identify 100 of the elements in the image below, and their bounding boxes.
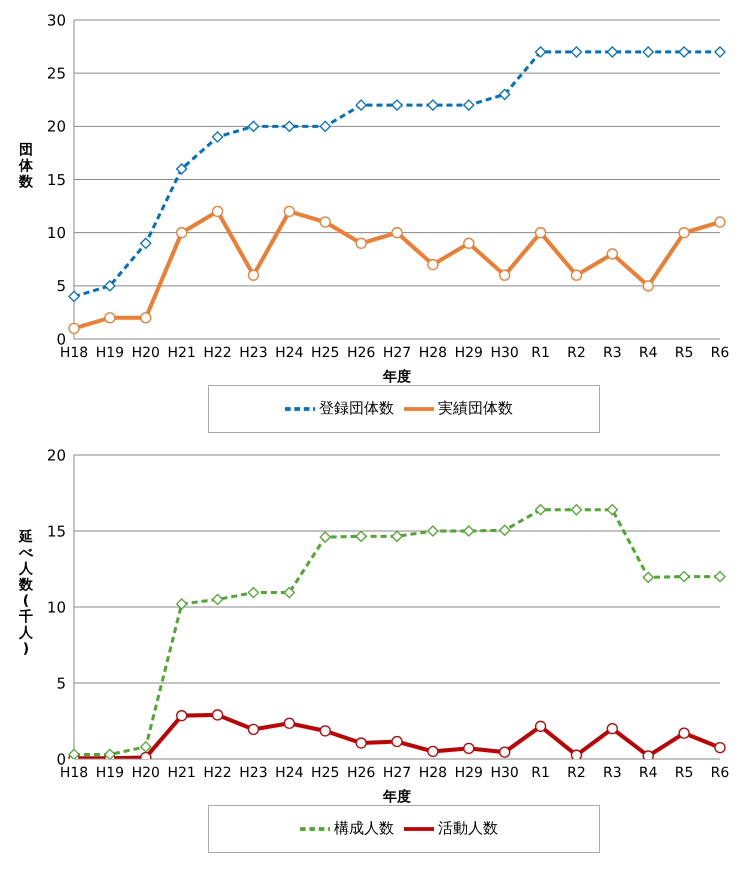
point xyxy=(391,736,403,748)
point xyxy=(176,710,188,722)
point xyxy=(463,99,474,111)
point xyxy=(284,120,295,132)
point xyxy=(570,46,582,58)
point xyxy=(678,227,690,238)
point xyxy=(499,524,510,536)
x-axis-title: 年度 xyxy=(382,368,411,385)
point xyxy=(176,227,188,238)
x-tick-label: H23 xyxy=(239,764,268,781)
point xyxy=(463,238,474,249)
point xyxy=(248,120,260,132)
point xyxy=(284,206,295,218)
point xyxy=(212,206,224,218)
point xyxy=(427,525,439,537)
x-tick-label: R5 xyxy=(674,344,694,361)
x-tick-label: H24 xyxy=(275,344,304,361)
y-tick-label: 20 xyxy=(46,118,66,136)
x-tick-label: H26 xyxy=(346,764,376,781)
point xyxy=(68,290,80,302)
x-tick-label: H28 xyxy=(418,764,448,781)
point xyxy=(678,46,690,58)
x-tick-label: R6 xyxy=(710,764,730,781)
x-tick-label: H30 xyxy=(490,344,519,361)
x-tick-label: H23 xyxy=(239,344,268,361)
point xyxy=(570,270,582,281)
x-tick-label: H29 xyxy=(454,764,483,781)
point xyxy=(606,722,618,734)
x-tick-label: H19 xyxy=(96,764,124,781)
point xyxy=(534,46,546,58)
point xyxy=(248,270,260,281)
x-tick-label: H24 xyxy=(275,764,304,781)
x-tick-label: H18 xyxy=(60,344,88,361)
point xyxy=(427,99,439,111)
point xyxy=(355,737,367,749)
x-tick-label: H25 xyxy=(311,764,340,781)
point xyxy=(284,586,295,598)
x-tick-label: R4 xyxy=(638,344,658,361)
point xyxy=(391,227,403,238)
y-tick-label: 15 xyxy=(46,170,66,189)
legend-label: 活動人数 xyxy=(438,819,498,838)
point xyxy=(463,525,474,537)
point xyxy=(176,163,188,175)
point xyxy=(391,530,403,542)
x-tick-label: H27 xyxy=(382,764,412,781)
point xyxy=(714,46,726,58)
x-tick-label: H21 xyxy=(167,764,196,781)
x-tick-label: R2 xyxy=(567,344,586,361)
point xyxy=(606,248,618,260)
x-tick-label: H30 xyxy=(490,764,519,781)
point xyxy=(534,227,546,238)
point xyxy=(427,746,439,758)
legend-label: 登録団体数 xyxy=(319,399,394,418)
x-tick-label: H21 xyxy=(167,344,196,361)
x-tick-label: H26 xyxy=(346,344,376,361)
x-tick-label: H19 xyxy=(96,344,124,361)
point xyxy=(248,724,260,736)
point xyxy=(320,120,331,132)
point xyxy=(391,99,403,111)
y-tick-label: 10 xyxy=(46,598,66,616)
point xyxy=(104,280,116,292)
x-tick-label: H28 xyxy=(418,344,448,361)
point xyxy=(140,238,152,249)
x-tick-label: R4 xyxy=(638,764,658,781)
point xyxy=(320,216,331,228)
point xyxy=(678,728,690,739)
point xyxy=(463,742,474,754)
y-axis-title: 延べ人数(千人) xyxy=(18,529,34,657)
x-tick-label: H20 xyxy=(132,344,160,361)
point xyxy=(642,46,654,58)
point xyxy=(642,280,654,292)
point xyxy=(68,322,80,334)
point xyxy=(606,46,618,58)
point xyxy=(642,750,654,759)
point xyxy=(499,270,510,281)
point xyxy=(534,504,546,516)
x-tick-label: R6 xyxy=(710,344,730,361)
x-tick-label: R3 xyxy=(603,764,622,781)
legend-label: 実績団体数 xyxy=(438,399,513,418)
point xyxy=(499,746,510,758)
point xyxy=(212,131,224,143)
legend-label: 構成人数 xyxy=(334,819,394,838)
point xyxy=(248,586,260,598)
point xyxy=(68,748,80,759)
x-tick-label: R1 xyxy=(531,344,550,361)
x-tick-label: R1 xyxy=(531,764,550,781)
x-tick-label: H29 xyxy=(454,344,483,361)
point xyxy=(212,594,224,606)
point xyxy=(284,718,295,729)
x-tick-label: R5 xyxy=(674,764,694,781)
x-tick-label: H25 xyxy=(311,344,340,361)
x-tick-label: H22 xyxy=(203,764,232,781)
x-tick-label: R3 xyxy=(603,344,622,361)
point xyxy=(570,504,582,516)
x-tick-label: H27 xyxy=(382,344,412,361)
point xyxy=(140,741,152,752)
y-tick-label: 30 xyxy=(46,11,66,30)
x-axis-title: 年度 xyxy=(382,788,411,805)
y-axis-title: 団体数 xyxy=(18,142,34,190)
point xyxy=(104,312,116,324)
